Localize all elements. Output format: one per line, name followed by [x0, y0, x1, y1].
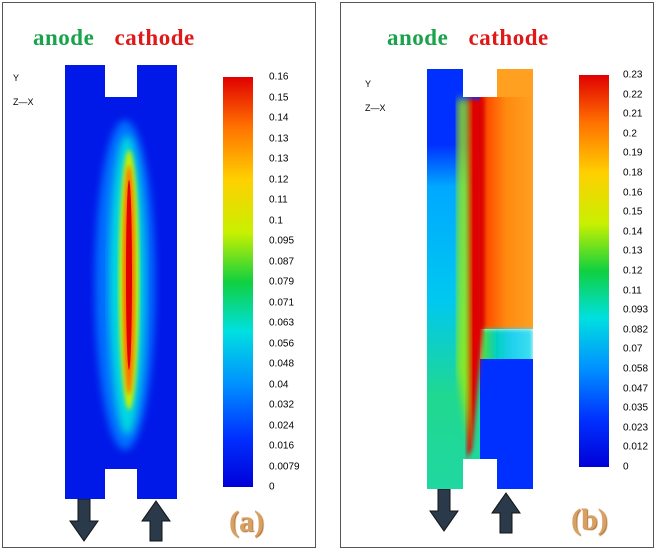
down-arrow-icon: [429, 489, 459, 532]
colorbar-tick-label: 0.047: [623, 383, 649, 395]
colorbar-tick-label: 0.2: [623, 128, 637, 140]
colorbar-tick-label: 0.035: [623, 402, 649, 414]
colorbar-tick-label: 0.1: [269, 215, 283, 226]
colorbar-tick-label: 0.14: [269, 112, 289, 124]
colorbar-tick-label: 0.22: [623, 89, 643, 101]
colorbar-tick-label: 0: [623, 461, 629, 473]
colorbar-tick-label: 0.12: [623, 265, 643, 277]
colorbar-tick-label: 0.095: [269, 235, 295, 247]
colorbar-tick-label: 0.032: [269, 399, 295, 411]
colorbar-tick-label: 0.079: [269, 276, 295, 288]
colorbar-tick-label: 0.21: [623, 108, 643, 120]
colorbar-tick-label: 0.087: [269, 256, 295, 267]
colorbar-tick-label: 0.058: [623, 363, 649, 375]
axis-zx-label: Z—X: [13, 97, 34, 107]
contour-field: [65, 65, 177, 499]
colorbar-tick-label: 0.012: [623, 441, 649, 453]
panel-label-b: (b): [571, 503, 608, 536]
colorbar-tick-label: 0.04: [269, 379, 289, 390]
panel-a: anode cathode Y Z—X 0.16 0.15 0.14 0.13 0.13…: [2, 2, 316, 548]
colorbar-a: [223, 77, 253, 487]
colorbar-tick-label: 0.11: [269, 194, 288, 206]
contour-field: [427, 69, 533, 489]
colorbar-tick-label: 0.082: [623, 324, 649, 336]
colorbar-tick-label: 0.07: [623, 343, 643, 355]
colorbar-tick-label: 0.024: [269, 420, 295, 431]
colorbar-tick-label: 0.18: [623, 167, 643, 179]
colorbar-tick-label: 0.071: [269, 297, 295, 308]
anode-label: anode: [387, 25, 449, 50]
colorbar-tick-label: 0.23: [623, 69, 643, 81]
colorbar-tick-label: 0.0079: [269, 461, 300, 472]
colorbar-tick-label: 0.14: [623, 226, 643, 238]
axis-triad: Y Z—X: [13, 73, 53, 113]
colorbar-tick-label: 0.11: [623, 285, 642, 297]
colorbar-tick-label: 0.15: [623, 206, 643, 218]
colorbar-tick-label: 0.023: [623, 422, 649, 434]
colorbar-tick-label: 0.15: [269, 92, 289, 103]
colorbar-tick-label: 0: [269, 481, 275, 493]
colorbar-tick-label: 0.016: [269, 440, 295, 452]
colorbar-tick-label: 0.13: [269, 133, 289, 144]
colorbar-tick-label: 0.16: [269, 71, 289, 83]
header-a: anode cathode: [33, 25, 195, 51]
colorbar-tick-label: 0.056: [269, 338, 295, 349]
colorbar-tick-label: 0.063: [269, 317, 295, 329]
colorbar-tick-label: 0.093: [623, 304, 649, 316]
colorbar-tick-label: 0.048: [269, 358, 295, 370]
up-arrow-icon: [491, 492, 521, 534]
colorbar-tick-label: 0.12: [269, 174, 289, 185]
down-arrow-icon: [69, 499, 99, 542]
header-b: anode cathode: [387, 25, 549, 51]
panel-b: anode cathode Y Z—X 0.23 0.22 0.21 0.2 0.19 0…: [340, 2, 654, 548]
cathode-label: cathode: [468, 25, 549, 50]
axis-y-label: Y: [13, 73, 20, 83]
colorbar-tick-label: 0.13: [269, 153, 289, 165]
axis-triad: Y Z—X: [365, 79, 405, 119]
colorbar-tick-label: 0.19: [623, 147, 643, 159]
panel-label-a: (a): [229, 505, 264, 538]
axis-y-label: Y: [365, 79, 372, 89]
up-arrow-icon: [141, 500, 171, 542]
cathode-label: cathode: [114, 25, 195, 50]
axis-zx-label: Z—X: [365, 103, 386, 113]
anode-label: anode: [33, 25, 95, 50]
colorbar-tick-label: 0.13: [623, 245, 643, 257]
colorbar-b: [579, 75, 609, 467]
colorbar-tick-label: 0.16: [623, 187, 643, 199]
